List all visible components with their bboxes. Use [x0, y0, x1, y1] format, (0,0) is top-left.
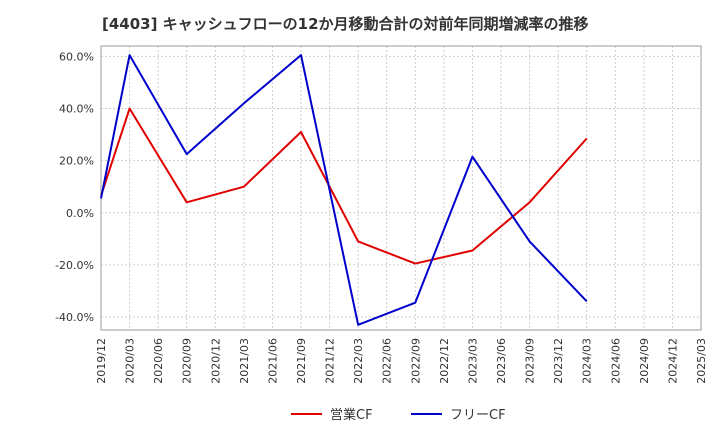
x-tick-label: 2024/06: [609, 338, 622, 384]
y-tick-label: -40.0%: [55, 311, 94, 324]
x-tick-label: 2023/03: [466, 338, 479, 384]
x-tick-label: 2022/03: [352, 338, 365, 384]
y-tick-label: 60.0%: [59, 50, 94, 63]
x-tick-label: 2024/12: [666, 338, 679, 384]
series-line-1: [100, 54, 588, 326]
y-tick-label: 0.0%: [66, 207, 94, 220]
y-tick-label: 40.0%: [59, 103, 94, 116]
plot-area-border: [100, 45, 702, 331]
x-tick-label: 2024/03: [581, 338, 594, 384]
x-tick-label: 2023/12: [552, 338, 565, 384]
x-tick-label: 2023/06: [495, 338, 508, 384]
axes: 2019/12 2020/03 2020/06 2020/09 2020/12 2021/…: [55, 45, 708, 384]
x-tick-label: 2020/03: [124, 338, 137, 384]
x-tick-label: 2023/09: [524, 338, 537, 384]
legend-label-1: フリーCF: [450, 408, 506, 423]
x-tick-label: 2021/06: [266, 338, 279, 384]
y-tick-label: -20.0%: [55, 259, 94, 272]
x-tick-label: 2020/12: [209, 338, 222, 384]
series-lines: [100, 54, 588, 326]
x-tick-label: 2020/06: [152, 338, 165, 384]
grid-lines: [101, 46, 701, 330]
chart-title: [4403] キャッシュフローの12か月移動合計の対前年同期増減率の推移: [102, 15, 589, 33]
x-tick-label: 2022/12: [438, 338, 451, 384]
x-tick-label: 2021/12: [324, 338, 337, 384]
x-tick-label: 2025/03: [695, 338, 708, 384]
legend-label-0: 営業CF: [330, 407, 373, 423]
x-tick-label: 2024/09: [638, 338, 651, 384]
x-tick-label: 2019/12: [95, 338, 108, 384]
x-tick-label: 2020/09: [181, 338, 194, 384]
x-tick-label: 2021/03: [238, 338, 251, 384]
x-tick-label: 2021/09: [295, 338, 308, 384]
y-tick-label: 20.0%: [59, 155, 94, 168]
x-tick-label: 2022/09: [409, 338, 422, 384]
legend: 営業CF フリーCF: [291, 407, 506, 423]
x-tick-label: 2022/06: [381, 338, 394, 384]
